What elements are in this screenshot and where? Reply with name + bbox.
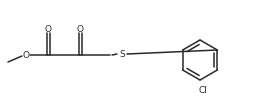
Text: O: O <box>23 51 29 60</box>
Text: O: O <box>76 24 84 33</box>
Text: O: O <box>45 24 51 33</box>
Text: S: S <box>119 50 125 59</box>
Text: Cl: Cl <box>199 85 208 94</box>
